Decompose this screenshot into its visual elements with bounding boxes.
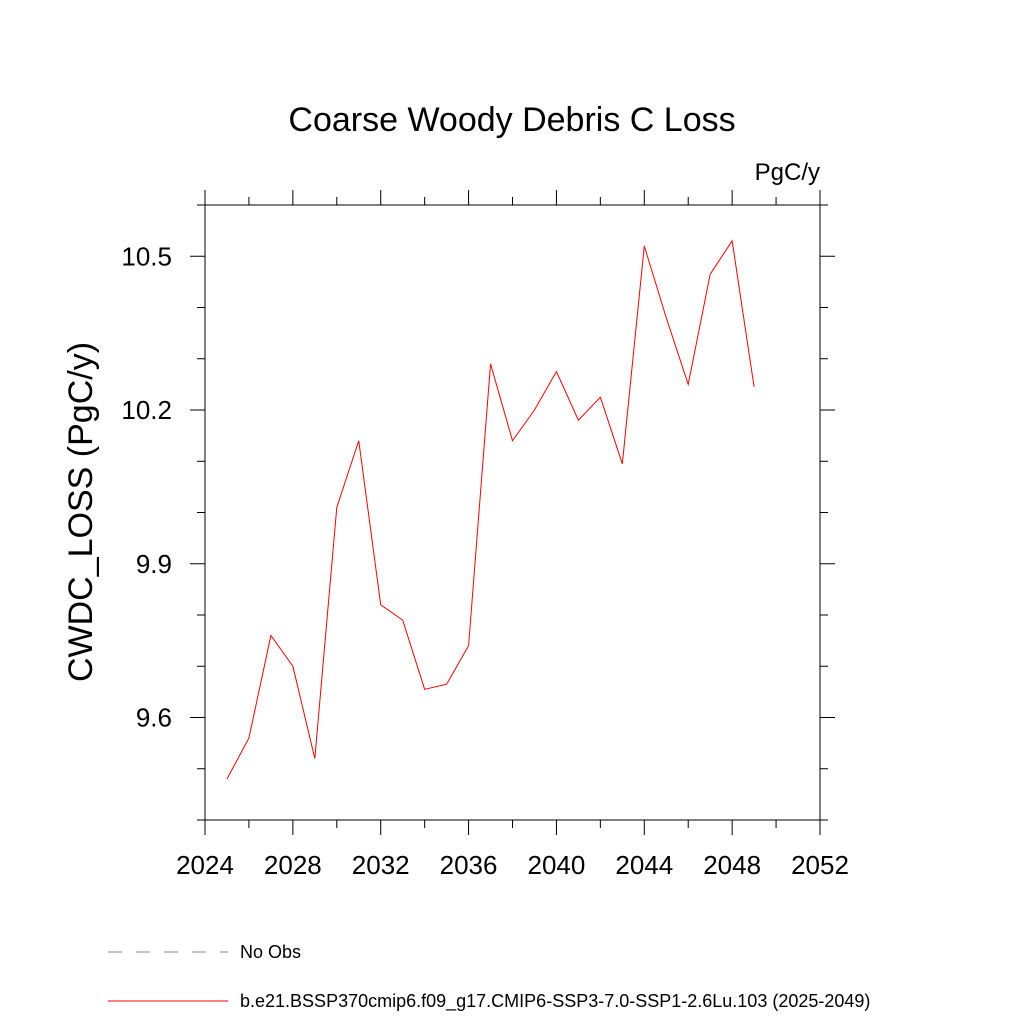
x-tick-label: 2024 (176, 850, 234, 880)
legend-label-series: b.e21.BSSP370cmip6.f09_g17.CMIP6-SSP3-7.… (240, 991, 870, 1012)
y-tick-label: 9.6 (136, 703, 172, 733)
x-tick-label: 2048 (703, 850, 761, 880)
y-tick-label: 10.2 (121, 395, 172, 425)
legend-label-no-obs: No Obs (240, 942, 301, 962)
plot-frame (204, 204, 821, 821)
y-tick-label: 10.5 (121, 241, 172, 271)
series-group (226, 239, 755, 780)
x-tick-label: 2036 (440, 850, 498, 880)
series-line (226, 239, 755, 780)
chart-title: Coarse Woody Debris C Loss (288, 101, 735, 139)
y-tick-labels: 9.6 9.9 10.2 10.5 (121, 241, 172, 732)
x-tick-label: 2032 (352, 850, 410, 880)
x-tick-label: 2052 (791, 850, 849, 880)
legend: No Obs b.e21.BSSP370cmip6.f09_g17.CMIP6-… (108, 942, 870, 1012)
axis-ticks (190, 190, 835, 835)
y-tick-label: 9.9 (136, 549, 172, 579)
x-tick-label: 2044 (615, 850, 673, 880)
units-label: PgC/y (755, 159, 820, 186)
x-tick-labels: 2024 2028 2032 2036 2040 2044 2048 2052 (176, 850, 849, 880)
y-axis-label: CWDC_LOSS (PgC/y) (62, 342, 100, 682)
x-tick-label: 2028 (264, 850, 322, 880)
x-tick-label: 2040 (528, 850, 586, 880)
